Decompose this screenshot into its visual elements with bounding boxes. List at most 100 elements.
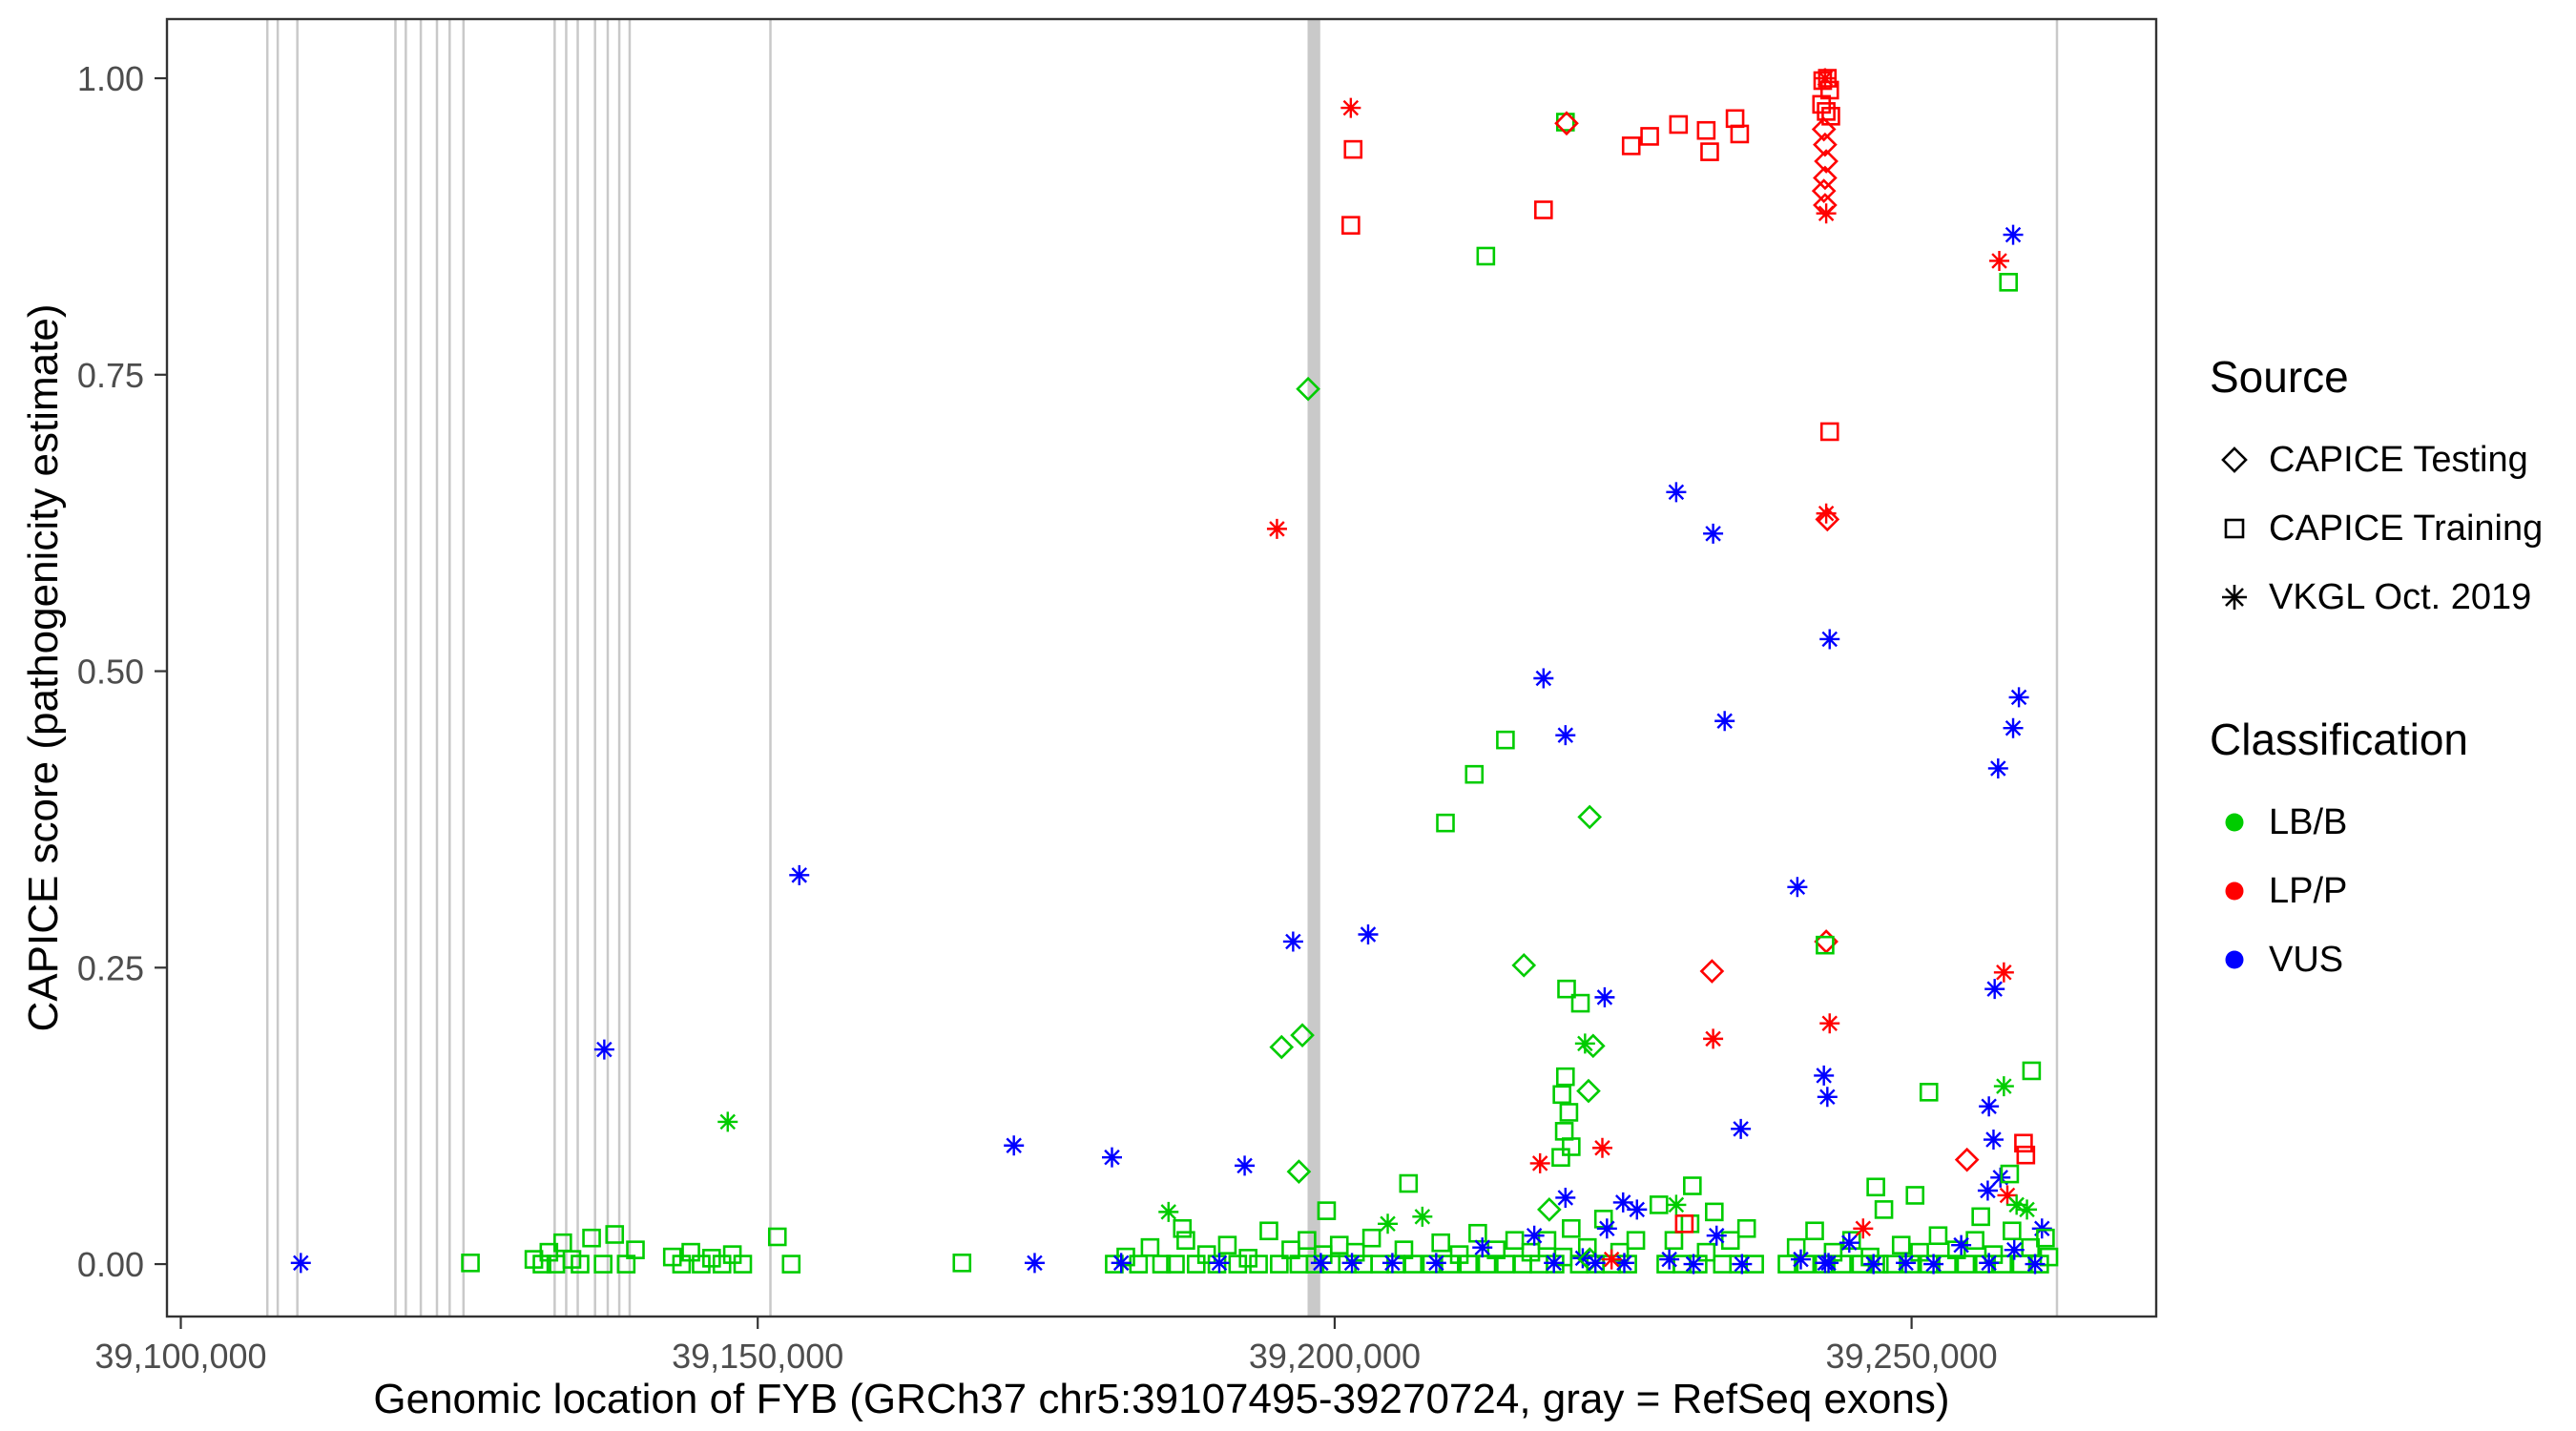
data-point	[1979, 1096, 2000, 1117]
exon-band	[553, 20, 556, 1316]
data-point	[1298, 1231, 1317, 1250]
data-point	[1286, 1159, 1312, 1184]
data-point	[1217, 1235, 1237, 1255]
legend-item-capice-testing: CAPICE Testing	[2210, 425, 2572, 494]
data-point	[952, 1254, 972, 1273]
data-point	[1552, 1085, 1571, 1105]
data-point	[1680, 1213, 1700, 1234]
data-point	[1627, 1199, 1648, 1220]
legend-label: VKGL Oct. 2019	[2269, 576, 2532, 617]
data-point	[1472, 1237, 1493, 1258]
data-point	[2003, 224, 2024, 245]
data-point	[1816, 503, 1837, 524]
x-axis-tick-label: 39,250,000	[1826, 1337, 1998, 1376]
data-point	[1874, 1200, 1894, 1219]
data-point	[1811, 178, 1837, 203]
y-axis-tick-label: 1.00	[77, 59, 144, 98]
data-point	[1971, 1207, 1990, 1227]
data-point	[1533, 668, 1554, 689]
data-point	[1176, 1231, 1195, 1250]
data-point	[1534, 200, 1553, 219]
data-point	[1815, 68, 1836, 89]
data-point	[1505, 1231, 1525, 1250]
data-point	[1378, 1213, 1399, 1234]
data-point	[1361, 1228, 1381, 1248]
data-point	[722, 1245, 742, 1264]
data-point	[1511, 952, 1537, 978]
data-point	[1551, 1148, 1570, 1167]
data-point	[1576, 1078, 1601, 1104]
data-point	[1896, 1253, 1917, 1274]
data-point	[1594, 986, 1615, 1007]
blue-dot-icon	[2210, 935, 2259, 985]
exon-band	[448, 20, 451, 1316]
data-point	[626, 1240, 645, 1259]
data-point	[1209, 1253, 1230, 1274]
data-point	[1259, 1221, 1278, 1241]
data-point	[1403, 1255, 1423, 1274]
data-point	[1703, 523, 1724, 544]
data-point	[1666, 1194, 1687, 1215]
data-point	[1664, 1231, 1684, 1250]
legend-item-vkgl: VKGL Oct. 2019	[2210, 563, 2572, 632]
data-point	[1706, 1225, 1727, 1246]
data-point	[2031, 1218, 2052, 1239]
data-point	[1919, 1083, 1939, 1102]
data-point	[1705, 1202, 1724, 1222]
data-point	[1282, 931, 1303, 952]
data-point	[1572, 1248, 1593, 1269]
data-point	[1683, 1176, 1702, 1195]
data-point	[1329, 1235, 1349, 1255]
data-point	[290, 1253, 311, 1274]
legend-classification-title: Classification	[2210, 715, 2468, 764]
data-point	[1618, 1255, 1637, 1274]
data-point	[1814, 1065, 1835, 1086]
data-point	[1158, 1201, 1179, 1222]
data-point	[1269, 1034, 1295, 1060]
data-point	[593, 1255, 613, 1274]
data-point	[1993, 962, 2014, 983]
data-point	[702, 1249, 721, 1268]
data-point	[1140, 1237, 1160, 1257]
exon-band	[593, 20, 596, 1316]
data-point	[1833, 1255, 1852, 1274]
data-point	[461, 1254, 480, 1273]
data-point	[1585, 1253, 1606, 1274]
data-point	[1817, 1087, 1838, 1108]
data-point	[2016, 1145, 2036, 1165]
data-point	[1731, 1118, 1752, 1139]
data-point	[1496, 730, 1515, 750]
y-axis-tick-label: 0.00	[77, 1245, 144, 1284]
data-point	[1813, 165, 1838, 191]
data-point	[1431, 1233, 1450, 1253]
data-point	[1997, 1185, 2018, 1206]
data-point	[1207, 1255, 1227, 1274]
exon-band	[435, 20, 439, 1316]
data-point	[1813, 132, 1838, 157]
data-point	[2022, 1061, 2042, 1081]
data-point	[1714, 711, 1735, 732]
data-point	[1562, 1218, 1581, 1238]
data-point	[1725, 109, 1745, 129]
data-point	[1111, 1253, 1132, 1274]
legend-label: LP/P	[2269, 870, 2348, 911]
data-point	[1815, 507, 1840, 532]
legend-label: CAPICE Training	[2269, 508, 2544, 549]
data-point	[1562, 1137, 1581, 1156]
red-dot-icon	[2210, 866, 2259, 916]
data-point	[1696, 120, 1716, 140]
data-point	[1591, 1137, 1612, 1158]
data-point	[1736, 1218, 1756, 1238]
data-point	[1977, 1180, 1998, 1201]
data-point	[1666, 482, 1687, 503]
data-point	[1626, 1231, 1646, 1250]
data-point	[1905, 1186, 1925, 1205]
data-point	[1570, 993, 1590, 1013]
data-point	[1173, 1218, 1193, 1238]
data-point	[1270, 1255, 1289, 1274]
data-point	[1649, 1195, 1669, 1214]
data-point	[1166, 1255, 1185, 1274]
data-point	[1004, 1135, 1025, 1156]
data-point	[767, 1227, 787, 1247]
legend-item-capice-training: CAPICE Training	[2210, 494, 2572, 563]
